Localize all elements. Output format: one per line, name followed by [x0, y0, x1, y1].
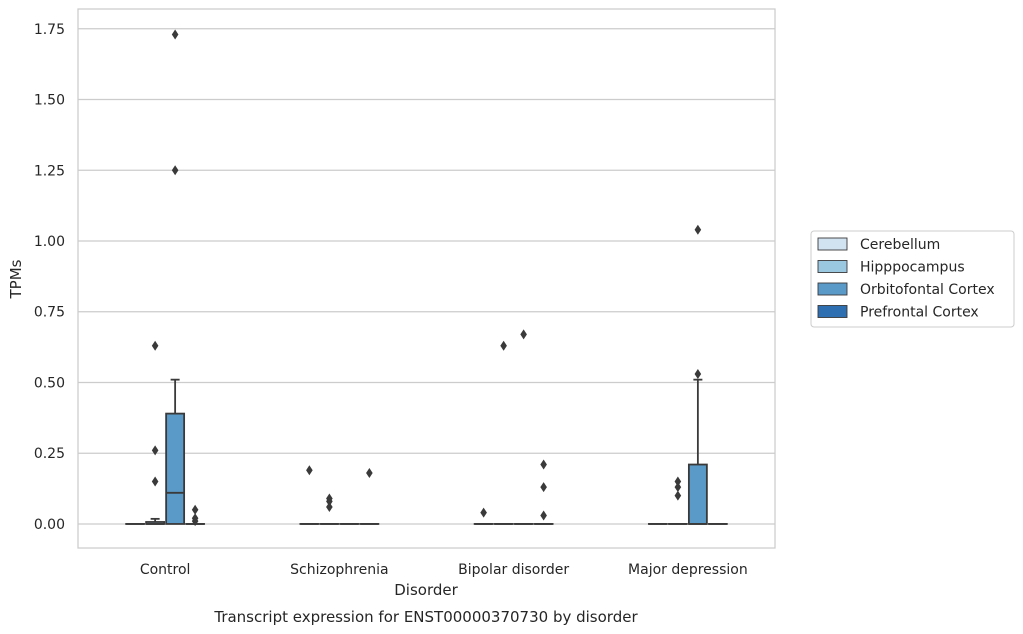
outlier-point [306, 465, 313, 476]
legend-entries: Cerebellum Hipppocampus Orbitofontal Corte… [817, 237, 995, 321]
box-group [473, 507, 494, 525]
box-group [145, 340, 166, 525]
outlier-point [540, 482, 547, 493]
box-group [533, 459, 554, 525]
legend-swatch [817, 282, 848, 296]
chart-caption: Transcript expression for ENST0000037073… [213, 608, 638, 626]
box-group [299, 465, 320, 525]
box-rect [165, 412, 186, 525]
legend-frame [810, 230, 1015, 328]
outlier-point [540, 459, 547, 470]
outlier-point [674, 490, 682, 501]
legend: Cerebellum Hipppocampus Orbitofontal Corte… [810, 230, 1015, 328]
box-group [667, 476, 688, 525]
outlier-point [326, 501, 333, 512]
box-group [513, 329, 534, 525]
x-tick-label: Bipolar disorder [458, 562, 569, 578]
y-tick-label: 1.25 [34, 163, 65, 179]
x-tick-label: Control [140, 562, 191, 578]
box-groups [125, 29, 728, 527]
box-group [165, 29, 186, 525]
outlier-point [674, 476, 682, 487]
outlier-point [326, 496, 333, 507]
legend-label: Hipppocampus [860, 260, 965, 276]
legend-label: Orbitofontal Cortex [860, 282, 995, 298]
x-tick-labels: Control Schizophrenia Bipolar disorder Majo… [140, 562, 748, 578]
box-group [493, 340, 514, 525]
outlier-point [366, 468, 373, 479]
y-tick-label: 0.50 [34, 375, 65, 391]
box-rect [687, 463, 708, 525]
y-tick-label: 0.00 [34, 517, 65, 533]
legend-label: Cerebellum [860, 237, 940, 253]
box-group [185, 504, 206, 527]
box-group [687, 224, 708, 525]
outlier-point [674, 482, 682, 493]
x-tick-label: Major depression [628, 562, 748, 578]
legend-swatch [817, 260, 848, 273]
box-group [319, 493, 340, 525]
y-tick-label: 0.75 [34, 305, 65, 321]
y-tick-label: 1.50 [34, 93, 65, 109]
outlier-point [151, 476, 159, 487]
y-tick-label: 1.75 [34, 22, 65, 38]
outlier-point [520, 329, 527, 340]
legend-label: Prefrontal Cortex [860, 305, 979, 321]
outlier-point [171, 165, 179, 176]
outlier-point [171, 29, 179, 40]
outlier-point [191, 516, 199, 527]
outlier-point [151, 445, 159, 456]
outlier-point [480, 507, 487, 518]
box-group [359, 468, 380, 525]
legend-swatch [817, 237, 848, 251]
outlier-point [694, 224, 702, 235]
y-tick-labels: 0.00 0.25 0.50 0.75 1.00 1.25 1.50 1.75 [34, 22, 65, 533]
y-tick-label: 0.25 [34, 446, 65, 462]
outlier-point [540, 510, 547, 521]
x-axis-label: Disorder [394, 581, 458, 599]
plot-area [77, 8, 776, 549]
outlier-point [191, 504, 199, 515]
outlier-point [694, 368, 702, 379]
outlier-point [151, 340, 159, 351]
outlier-point [500, 340, 507, 351]
y-tick-label: 1.00 [34, 234, 65, 250]
x-tick-label: Schizophrenia [290, 562, 388, 578]
y-axis-label: TPMs [7, 259, 25, 299]
legend-swatch [817, 305, 848, 318]
